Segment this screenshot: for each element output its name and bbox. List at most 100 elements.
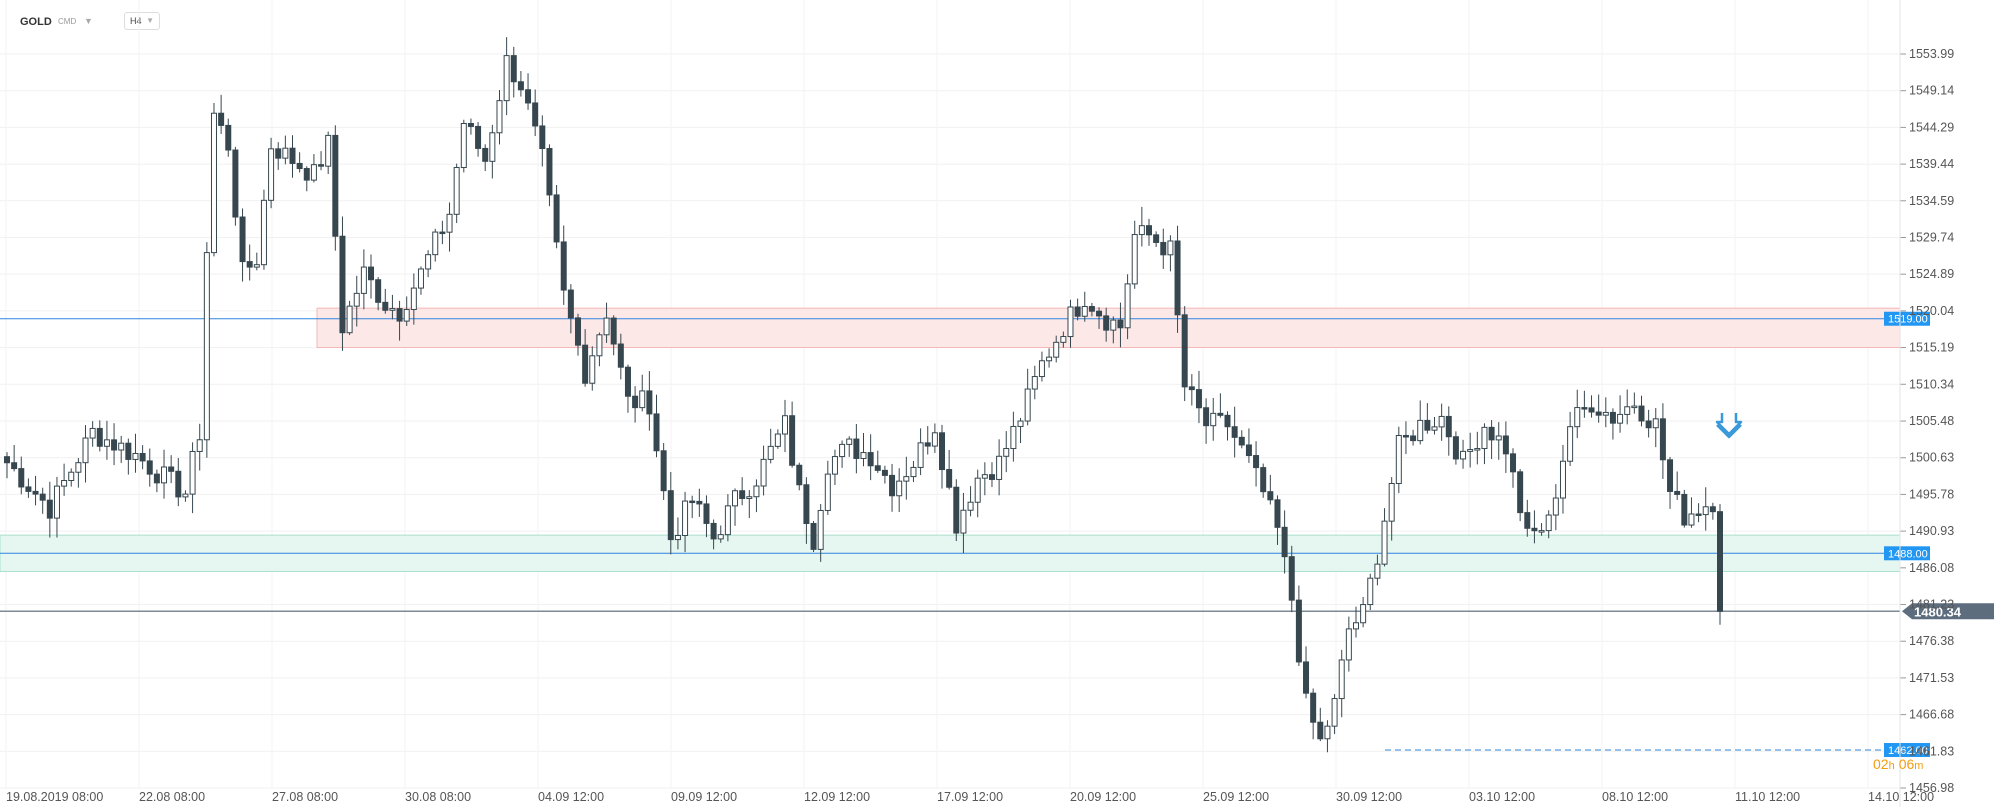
candle-bearish [539, 125, 546, 150]
candle-bearish [111, 439, 118, 451]
x-tick-label: 04.09 12:00 [538, 790, 604, 804]
x-tick-label: 25.09 12:00 [1203, 790, 1269, 804]
symbol-dropdown-icon[interactable]: ▼ [84, 16, 93, 26]
candle-bearish [1445, 415, 1452, 438]
overlay: 02h 06m [1715, 413, 1923, 772]
chevron-down-icon: ▼ [146, 16, 154, 25]
candle-bullish [760, 458, 767, 487]
candle-bullish [1367, 577, 1374, 606]
y-tick-label: 1505.48 [1909, 414, 1954, 428]
price-level-tag-label: 1519.00 [1888, 314, 1928, 326]
candle-bullish [496, 100, 503, 134]
x-tick-label: 08.10 12:00 [1602, 790, 1668, 804]
candle-bullish [346, 305, 353, 334]
candle-bullish [917, 442, 924, 468]
candle-bullish [268, 148, 275, 201]
candle-bearish [175, 470, 182, 498]
candle-bullish [103, 439, 110, 447]
candle-bearish [1188, 386, 1195, 391]
candle-bearish [1288, 556, 1295, 601]
candle-bullish [717, 534, 724, 540]
candle-bullish [724, 505, 731, 536]
candle-bullish [425, 254, 432, 270]
current-price-tag [1902, 603, 1994, 620]
candle-bearish [1245, 444, 1252, 457]
candle-bearish [881, 469, 888, 476]
candle-bullish [1467, 449, 1474, 452]
timeframe-select[interactable]: H4 ▼ [124, 12, 160, 30]
candle-bullish [503, 55, 510, 102]
candle-bearish [296, 162, 303, 170]
candle-bullish [1545, 514, 1552, 532]
candle-bullish [489, 132, 496, 162]
candle-bullish [118, 442, 125, 451]
candle-bullish [603, 317, 610, 336]
candle-bullish [639, 390, 646, 409]
candle-bearish [25, 486, 32, 492]
candle-bearish [582, 344, 589, 384]
candle-bullish [1702, 506, 1709, 516]
candle-bullish [417, 268, 424, 289]
candle-bearish [1402, 434, 1409, 438]
candle-bearish [646, 390, 653, 415]
candle-bullish [68, 471, 75, 482]
y-tick-label: 1520.04 [1909, 304, 1954, 318]
candle-bullish [203, 252, 210, 441]
candle-bearish [46, 499, 53, 519]
y-tick-label: 1490.93 [1909, 524, 1954, 538]
price-level-tag-label: 1462.00 [1888, 745, 1928, 757]
candle-bullish [896, 480, 903, 497]
x-tick-label: 17.09 12:00 [937, 790, 1003, 804]
candle-bullish [1381, 520, 1388, 565]
candle-bearish [1203, 407, 1210, 427]
candle-bearish [239, 216, 246, 263]
y-tick-label: 1529.74 [1909, 230, 1954, 244]
candle-bullish [1060, 336, 1067, 343]
candle-bullish [860, 452, 867, 459]
candle-bearish [946, 469, 953, 488]
candle-bearish [475, 125, 482, 149]
y-tick-label: 1481.23 [1909, 598, 1954, 612]
sell-arrow-icon[interactable] [1715, 413, 1743, 439]
candle-bullish [839, 443, 846, 458]
x-tick-label: 30.09 12:00 [1336, 790, 1402, 804]
candle-bullish [182, 493, 189, 498]
y-tick-label: 1549.14 [1909, 84, 1954, 98]
candle-bearish [510, 55, 517, 83]
candle-bearish [1174, 240, 1181, 316]
symbol-label[interactable]: GOLD [20, 16, 52, 28]
candle-bullish [446, 213, 453, 233]
candle-bearish [1674, 490, 1681, 495]
candles [4, 37, 1723, 753]
candle-bullish [1438, 415, 1445, 428]
candle-bullish [903, 476, 910, 482]
x-tick-label: 09.09 12:00 [671, 790, 737, 804]
x-tick-label: 27.08 08:00 [272, 790, 338, 804]
candle-bullish [817, 509, 824, 550]
candle-bullish [1010, 425, 1017, 450]
candle-bearish [560, 241, 567, 291]
candle-bearish [789, 415, 796, 466]
candle-bearish [689, 500, 696, 504]
candle-bullish [1081, 305, 1088, 317]
candle-bearish [575, 317, 581, 346]
candle-bearish [810, 522, 817, 550]
candle-bullish [1360, 604, 1367, 624]
candle-bullish [310, 164, 317, 181]
candle-bearish [139, 452, 146, 462]
candle-bearish [1103, 315, 1110, 331]
candle-bearish [710, 522, 717, 540]
price-level-tag [1884, 743, 1930, 758]
y-tick-label: 1495.78 [1909, 487, 1954, 501]
candle-bearish [168, 466, 175, 472]
candle-bearish [375, 279, 382, 303]
candle-bullish [389, 308, 396, 311]
candle-bearish [624, 366, 631, 397]
candle-bullish [1617, 413, 1624, 424]
candle-bullish [1017, 420, 1024, 427]
candle-bearish [1074, 306, 1081, 317]
candle-bearish [1695, 513, 1702, 516]
candle-bearish [1274, 499, 1281, 528]
candle-bearish [32, 490, 39, 495]
